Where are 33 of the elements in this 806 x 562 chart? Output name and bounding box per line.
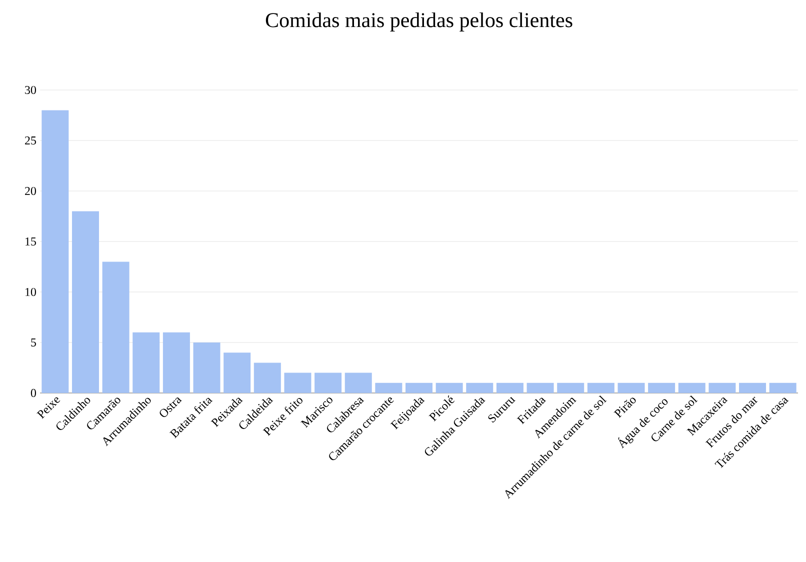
bar (375, 382, 402, 393)
y-tick-label: 5 (31, 338, 36, 346)
y-tick-label: 0 (30, 388, 36, 398)
bar (344, 372, 372, 393)
y-tick-label: 20 (25, 186, 36, 196)
bar (648, 382, 676, 393)
bar (587, 382, 614, 393)
bar (526, 382, 554, 393)
bar (406, 382, 432, 393)
y-tick-label: 10 (26, 288, 36, 296)
y-tick-label: 30 (25, 86, 36, 94)
bar (72, 211, 99, 393)
bar (436, 382, 463, 393)
bar (42, 110, 69, 393)
bar (162, 332, 190, 393)
bar (193, 342, 220, 393)
y-tick-label: 15 (26, 237, 36, 246)
bar (466, 382, 494, 393)
bar (739, 382, 766, 393)
bar (132, 332, 160, 393)
bar (618, 382, 645, 393)
bar (254, 362, 281, 393)
bar (284, 372, 312, 393)
bar (769, 382, 796, 393)
chart-title: Comidas mais pedidas pelos clientes (266, 12, 572, 32)
bar (102, 262, 130, 393)
bar (678, 382, 706, 393)
bar (224, 352, 251, 393)
bar (314, 372, 342, 393)
y-tick-label: 25 (25, 136, 36, 145)
bar (708, 382, 736, 393)
bar (496, 382, 524, 393)
bar (557, 382, 584, 393)
